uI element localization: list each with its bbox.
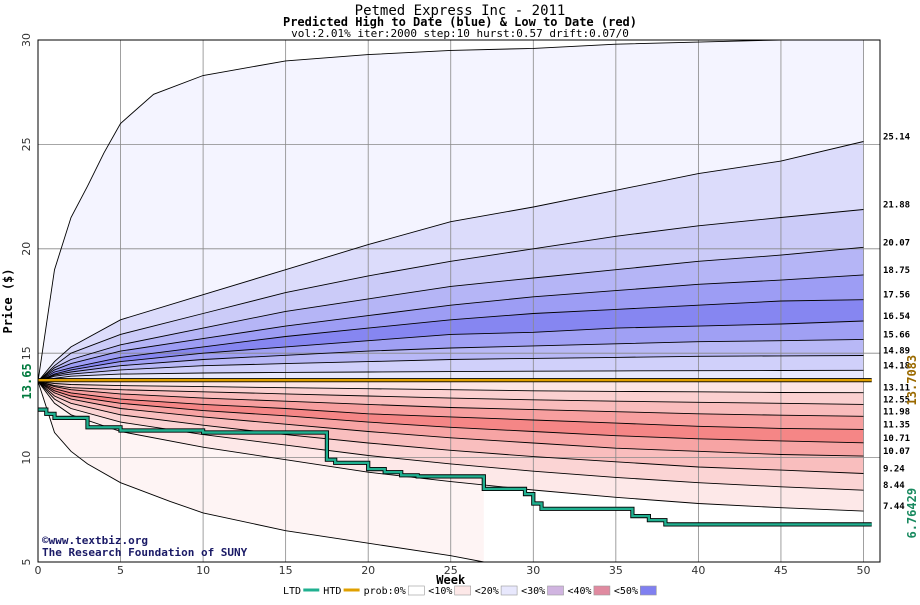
- plot-area: [38, 40, 880, 562]
- plot-frame: [37, 39, 881, 563]
- band-end-label: 9.24: [883, 464, 905, 474]
- legend-label: <10%: [428, 586, 452, 597]
- y-tick-label: 15: [20, 346, 33, 360]
- band-end-label: 11.35: [883, 420, 910, 430]
- legend-label: HTD: [323, 586, 341, 597]
- chart-subtitle: Predicted High to Date (blue) & Low to D…: [283, 15, 637, 29]
- legend-swatch-box: [639, 585, 657, 596]
- chart-title: Petmed Express Inc - 2011: [355, 3, 566, 19]
- band-end-label: 18.75: [883, 266, 910, 276]
- credit-org: The Research Foundation of SUNY: [42, 546, 248, 559]
- x-tick-label: 25: [444, 564, 458, 577]
- band-boundary-line: [38, 141, 864, 382]
- band-end-label: 17.56: [883, 291, 910, 301]
- legend-label: <50%: [614, 586, 638, 597]
- band-boundary-line: [38, 209, 864, 382]
- y-tick-label: 25: [20, 137, 33, 151]
- band-end-label: 7.44: [883, 502, 905, 512]
- band-boundary-line: [38, 338, 864, 382]
- band-boundary-line: [38, 381, 864, 474]
- y-tick-label: 10: [20, 451, 33, 465]
- legend-label: prob:0%: [364, 586, 406, 597]
- x-tick-label: 0: [35, 564, 42, 577]
- band-end-label: 21.88: [883, 201, 910, 211]
- band-boundary-line: [38, 381, 864, 512]
- band-boundary-line: [38, 381, 484, 562]
- y-axis-label: Price ($): [1, 268, 15, 333]
- x-tick-label: 35: [609, 564, 623, 577]
- band-boundary-line: [38, 320, 864, 382]
- band-end-label: 10.71: [883, 434, 910, 444]
- band-end-label: 25.14: [883, 132, 911, 142]
- band-boundary-line: [38, 355, 864, 382]
- legend-swatch-box: [500, 585, 518, 596]
- band-boundary-line: [38, 380, 864, 405]
- band-boundary-line: [38, 274, 864, 382]
- band-boundary-line: [38, 40, 864, 382]
- x-tick-label: 30: [526, 564, 540, 577]
- legend-label: <20%: [475, 586, 499, 597]
- x-tick-label: 20: [361, 564, 375, 577]
- legend-swatch-box: [593, 585, 611, 596]
- band-boundary-line: [38, 380, 864, 394]
- band-boundary-line: [38, 246, 864, 382]
- legend-swatch-box: [454, 585, 472, 596]
- band-end-label: 14.89: [883, 346, 910, 356]
- x-tick-label: 45: [774, 564, 788, 577]
- band-boundary-line: [38, 299, 864, 382]
- y-tick-label: 5: [20, 559, 33, 566]
- band-end-label: 14.18: [883, 361, 910, 371]
- legend-label: <40%: [568, 586, 592, 597]
- legend-label: LTD: [283, 586, 301, 597]
- band-end-label: 15.66: [883, 330, 910, 340]
- ltd-line: [38, 408, 872, 526]
- credit-url: ©www.textbiz.org: [42, 534, 148, 547]
- x-tick-label: 50: [856, 564, 870, 577]
- x-tick-label: 5: [117, 564, 124, 577]
- legend-label: <30%: [521, 586, 545, 597]
- band-boundary-line: [38, 381, 864, 444]
- chart-params: vol:2.01% iter:2000 step:10 hurst:0.57 d…: [291, 27, 629, 40]
- band-end-label: 20.07: [883, 238, 910, 248]
- band-boundary-line: [38, 369, 864, 382]
- band-end-label: 8.44: [883, 481, 905, 491]
- band-boundary-line: [38, 381, 864, 491]
- band-end-label: 10.07: [883, 447, 910, 457]
- band-end-label: 12.55: [883, 395, 910, 405]
- x-tick-label: 40: [691, 564, 705, 577]
- band-end-label: 16.54: [883, 312, 911, 322]
- low-to-date-label: 6.76429: [905, 488, 919, 539]
- start-price-label: 13.65: [20, 363, 34, 399]
- band-boundary-line: [38, 380, 864, 417]
- x-tick-label: 15: [279, 564, 293, 577]
- y-tick-label: 30: [20, 33, 33, 47]
- current-price-label: 13.7083: [905, 355, 919, 406]
- legend-swatch-box: [547, 585, 564, 596]
- legend-swatch-box: [407, 585, 425, 596]
- x-axis-label: Week: [436, 573, 466, 587]
- x-tick-label: 10: [196, 564, 210, 577]
- band-end-label: 13.11: [883, 384, 910, 394]
- y-tick-label: 20: [20, 242, 33, 256]
- band-boundary-line: [38, 381, 864, 457]
- band-end-label: 11.98: [883, 407, 910, 417]
- band-boundary-line: [38, 380, 864, 430]
